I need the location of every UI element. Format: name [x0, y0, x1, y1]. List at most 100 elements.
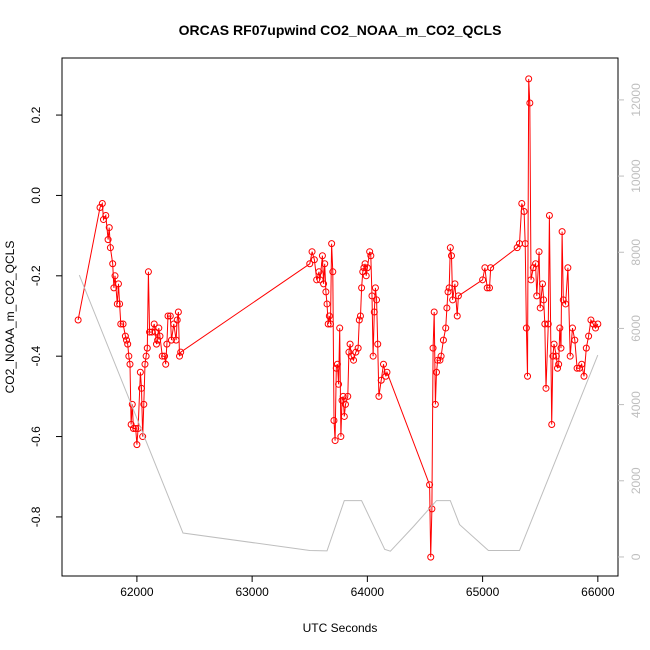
data-point — [330, 416, 338, 424]
data-point — [306, 260, 314, 268]
data-point — [341, 400, 349, 408]
data-point — [451, 280, 459, 288]
data-point — [449, 296, 457, 304]
y2-tick-label: 6000 — [629, 315, 643, 342]
y-tick-label: -0.2 — [29, 265, 43, 286]
data-point — [594, 320, 602, 328]
data-point — [161, 352, 169, 360]
data-point — [321, 260, 329, 268]
y2-tick-label: 0 — [629, 553, 643, 560]
data-point — [562, 300, 570, 308]
data-point — [375, 392, 383, 400]
data-point — [322, 288, 330, 296]
data-point — [127, 420, 135, 428]
data-point — [446, 244, 454, 252]
data-point — [524, 372, 532, 380]
y-tick-label: 0.0 — [29, 187, 43, 204]
data-point — [143, 344, 151, 352]
data-point — [373, 296, 381, 304]
data-point — [439, 336, 447, 344]
x-tick-label: 65000 — [466, 585, 500, 599]
data-point — [429, 344, 437, 352]
data-point — [166, 312, 174, 320]
data-point — [529, 264, 537, 272]
data-point — [380, 360, 388, 368]
data-point — [434, 356, 442, 364]
data-point — [106, 244, 114, 252]
data-point — [104, 236, 112, 244]
x-tick-label: 62000 — [120, 585, 154, 599]
data-point — [566, 352, 574, 360]
data-point — [154, 336, 162, 344]
data-point — [356, 312, 364, 320]
data-point — [345, 348, 353, 356]
data-point — [520, 208, 528, 216]
data-point — [352, 348, 360, 356]
data-point — [487, 264, 495, 272]
plot-frame — [61, 57, 619, 577]
data-point — [371, 284, 379, 292]
data-point — [326, 320, 334, 328]
data-point — [109, 260, 117, 268]
data-point — [426, 481, 434, 489]
data-point — [344, 392, 352, 400]
data-point — [347, 352, 355, 360]
data-point — [162, 360, 170, 368]
data-point — [124, 340, 132, 348]
data-point — [427, 553, 435, 561]
data-point — [483, 284, 491, 292]
data-point — [382, 372, 390, 380]
y-tick-label: 0.2 — [29, 106, 43, 123]
data-point — [525, 75, 533, 83]
data-point — [587, 316, 595, 324]
data-point — [518, 199, 526, 207]
data-point — [98, 199, 106, 207]
data-point — [148, 328, 156, 336]
y-tick-label: -0.6 — [29, 426, 43, 447]
data-point — [544, 320, 552, 328]
data-point — [479, 276, 487, 284]
data-point — [445, 284, 453, 292]
data-point — [331, 437, 339, 445]
data-point — [359, 268, 367, 276]
data-point — [110, 284, 118, 292]
y-tick-label: -0.4 — [29, 346, 43, 367]
data-point — [541, 320, 549, 328]
data-point — [578, 360, 586, 368]
data-point — [436, 356, 444, 364]
data-point — [132, 425, 140, 433]
data-point — [589, 320, 597, 328]
data-point — [447, 252, 455, 260]
data-point — [366, 248, 374, 256]
y2-tick-label: 4000 — [629, 391, 643, 418]
data-point — [377, 376, 385, 384]
data-point — [150, 320, 158, 328]
series-line — [78, 274, 599, 552]
data-point — [571, 336, 579, 344]
data-point — [170, 320, 178, 328]
data-point — [167, 336, 175, 344]
data-point — [526, 99, 534, 107]
y2-tick-label: 10000 — [629, 159, 643, 193]
y2-tick-label: 8000 — [629, 239, 643, 266]
data-point — [316, 276, 324, 284]
data-point — [99, 216, 107, 224]
data-point — [333, 360, 341, 368]
data-point — [442, 324, 450, 332]
data-point — [140, 400, 148, 408]
data-point — [370, 308, 378, 316]
data-point — [361, 260, 369, 268]
x-tick-label: 66000 — [581, 585, 615, 599]
data-point — [575, 364, 583, 372]
data-point — [105, 224, 113, 232]
data-point — [121, 332, 129, 340]
data-point — [129, 425, 137, 433]
data-point — [308, 248, 316, 256]
data-point — [360, 264, 368, 272]
data-point — [383, 368, 391, 376]
data-point — [133, 441, 141, 449]
data-point — [521, 240, 529, 248]
x-axis-label: UTC Seconds — [303, 621, 378, 635]
